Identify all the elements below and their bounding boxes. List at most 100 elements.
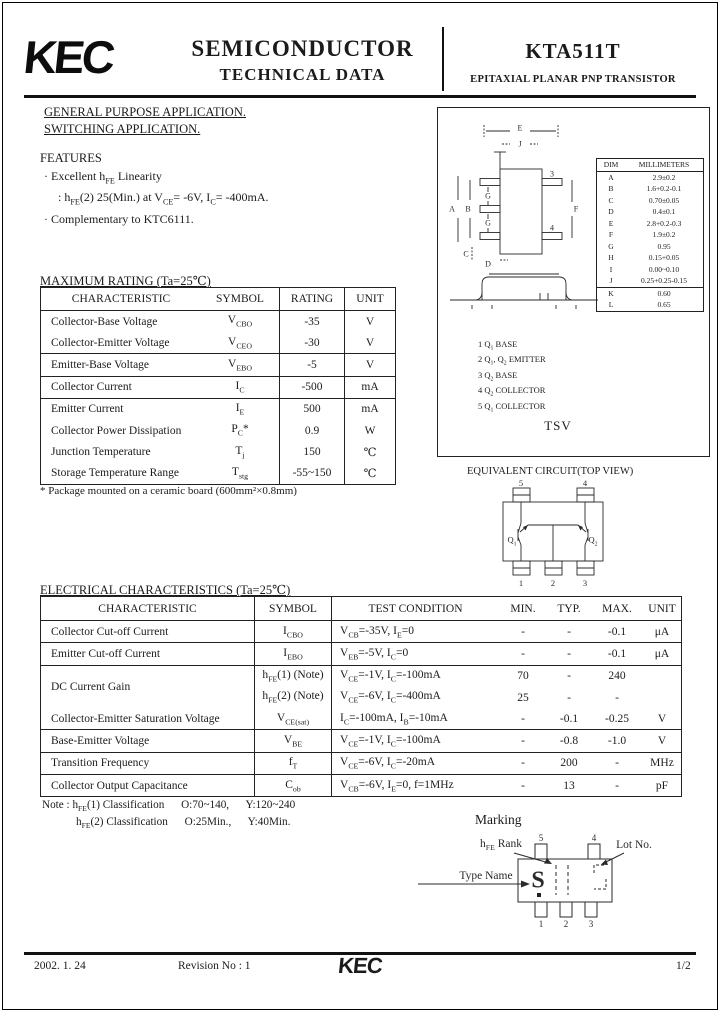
electrical-characteristics-title: ELECTRICAL CHARACTERISTICS (Ta=25℃)	[40, 583, 291, 597]
unit-cell: MHz	[643, 752, 682, 776]
table-cell: ℃	[344, 462, 396, 484]
features-list: · Excellent hFE Linearity: hFE(2) 25(Min…	[44, 168, 269, 228]
characteristic-cell: Base-Emitter Voltage	[40, 729, 255, 753]
circuit-label: 5	[518, 478, 524, 488]
header-title: SEMICONDUCTOR	[191, 36, 414, 61]
dim-row: D 0.4±0.1	[597, 206, 704, 218]
footer-revision: Revision No : 1	[178, 960, 251, 972]
dim-cell: 2.8+0.2-0.3	[646, 218, 682, 228]
table-row: Collector-Emitter Voltage VCEO -30 V	[40, 332, 396, 355]
table-cell: 500	[279, 398, 345, 420]
table-cell: Collector Current	[40, 376, 201, 399]
dim-cell: 0.65	[657, 300, 671, 310]
min-cell: -	[499, 708, 547, 731]
table-cell: V	[344, 332, 396, 355]
pin-function-line: 5 Q1 COLLECTOR	[478, 400, 546, 414]
table-row: Collector Cut-off Current ICBO VCB=-35V, I…	[40, 620, 682, 644]
electrical-characteristics-table: CHARACTERISTIC SYMBOL TEST CONDITION MIN. TY…	[40, 596, 682, 798]
note-line: Note : hFE(1) Classification O:70~140, Y…	[42, 799, 296, 814]
marking-label: hFE Rank	[479, 837, 523, 853]
dimension-label: D	[485, 259, 491, 269]
feature-item: : hFE(2) 25(Min.) at VCE= -6V, IC= -400m…	[58, 190, 269, 207]
table-row: Emitter-Base Voltage VEBO -5 V	[40, 353, 396, 377]
table-cell: PC*	[231, 423, 249, 438]
typ-cell: 200	[547, 752, 591, 776]
dim-cell: E	[608, 218, 614, 228]
dim-cell: K	[596, 286, 625, 299]
dim-cell: 0.95	[657, 241, 671, 251]
column-header: TEST CONDITION	[331, 596, 499, 621]
dim-cell: 2.9±0.2	[652, 172, 676, 182]
marking-label: 5	[538, 833, 544, 843]
dimension-label: B	[465, 204, 471, 214]
condition-cell: VCE=-6V, IC=-400mA	[331, 686, 499, 709]
characteristic-cell: Collector Output Capacitance	[51, 779, 188, 792]
typ-cell: -	[547, 642, 591, 666]
min-cell: -	[499, 752, 547, 776]
min-cell: -	[499, 729, 547, 753]
min-cell: 25	[517, 691, 529, 704]
kec-logo: KEC	[21, 31, 115, 83]
marking-diagram: hFE Rank Lot No. Type Name S 5 4 1 2 3	[410, 827, 700, 932]
circuit-label: 4	[582, 478, 588, 488]
column-header: UNIT	[643, 596, 682, 621]
marking-label: Type Name	[459, 870, 513, 882]
table-row: Collector Power Dissipation PC* 0.9 W	[41, 419, 396, 442]
typ-cell: -	[567, 691, 571, 704]
circuit-label: 3	[582, 578, 588, 588]
max-cell: -	[591, 752, 643, 776]
unit-cell: μA	[643, 620, 682, 644]
column-header: RATING	[279, 287, 345, 311]
symbol-cell: hFE(2) (Note)	[254, 686, 332, 709]
equivalent-circuit-diagram: 5 4 1 2 3 Q1 Q2	[495, 478, 625, 597]
marking-label: 2	[563, 919, 569, 929]
dim-cell: J	[609, 276, 613, 286]
table-cell: mA	[344, 376, 396, 399]
pin-function-line: 4 Q2 COLLECTOR	[478, 385, 546, 399]
unit-cell: pF	[655, 779, 669, 792]
package-drawing-lines	[450, 125, 598, 309]
table-header-row: CHARACTERISTIC SYMBOL TEST CONDITION MIN. TY…	[40, 596, 682, 621]
table-cell: V	[344, 310, 396, 333]
unit-cell: V	[643, 729, 682, 753]
max-cell: -1.0	[591, 729, 643, 753]
unit-cell: μA	[643, 642, 682, 666]
condition-cell: VCE=-6V, IC=-20mA	[331, 752, 499, 776]
dim-cell: D	[608, 207, 614, 217]
table-row: hFE(2) (Note) VCE=-6V, IC=-400mA 25 - -	[41, 686, 682, 709]
dim-cell: 1.9±0.2	[652, 230, 676, 240]
circuit-label: 1	[518, 578, 524, 588]
table-row: Emitter Current IE 500 mA	[41, 398, 396, 420]
marking-label: Lot No.	[616, 839, 652, 851]
dim-cell: 0.70±0.05	[648, 195, 680, 205]
part-number: KTA511T	[525, 39, 621, 63]
table-row: Collector Current IC -500 mA	[40, 376, 396, 399]
circuit-label: 2	[550, 578, 556, 588]
min-cell: -	[499, 642, 547, 666]
table-cell: Collector-Base Voltage	[51, 315, 158, 328]
marking-label: 3	[588, 919, 594, 929]
table-cell: Junction Temperature	[51, 445, 151, 458]
dim-cell: 0.25+0.25-0.15	[640, 276, 688, 286]
characteristic-cell: Collector-Emitter Saturation Voltage	[40, 708, 255, 731]
footer-rule	[24, 952, 696, 955]
dim-row: A 2.9±0.2	[597, 171, 704, 183]
table-cell: W	[344, 419, 396, 442]
dimension-label: E	[517, 123, 523, 133]
application-line: SWITCHING APPLICATION.	[44, 122, 201, 136]
condition-cell: VEB=-5V, IC=0	[331, 642, 499, 666]
dim-column-header: DIM	[596, 158, 625, 172]
note-line: hFE(2) Classification O:25Min., Y:40Min.	[76, 816, 291, 831]
footer-kec-logo: KEC	[337, 953, 384, 978]
symbol-cell: hFE(1) (Note)	[254, 665, 332, 687]
symbol-cell: VBE	[254, 729, 332, 753]
unit-cell: V	[643, 708, 682, 731]
dim-row: L 0.65	[597, 299, 704, 311]
dim-header-row: DIM MILLIMETERS	[596, 158, 704, 172]
dim-cell: C	[608, 195, 614, 205]
circuit-label: Q2	[588, 534, 598, 548]
pin-function-line: 1 Q1 BASE	[478, 339, 518, 352]
symbol-cell: VCE(sat)	[254, 708, 332, 731]
marking-label: 4	[591, 833, 597, 843]
table-cell: Collector-Emitter Voltage	[40, 332, 201, 355]
